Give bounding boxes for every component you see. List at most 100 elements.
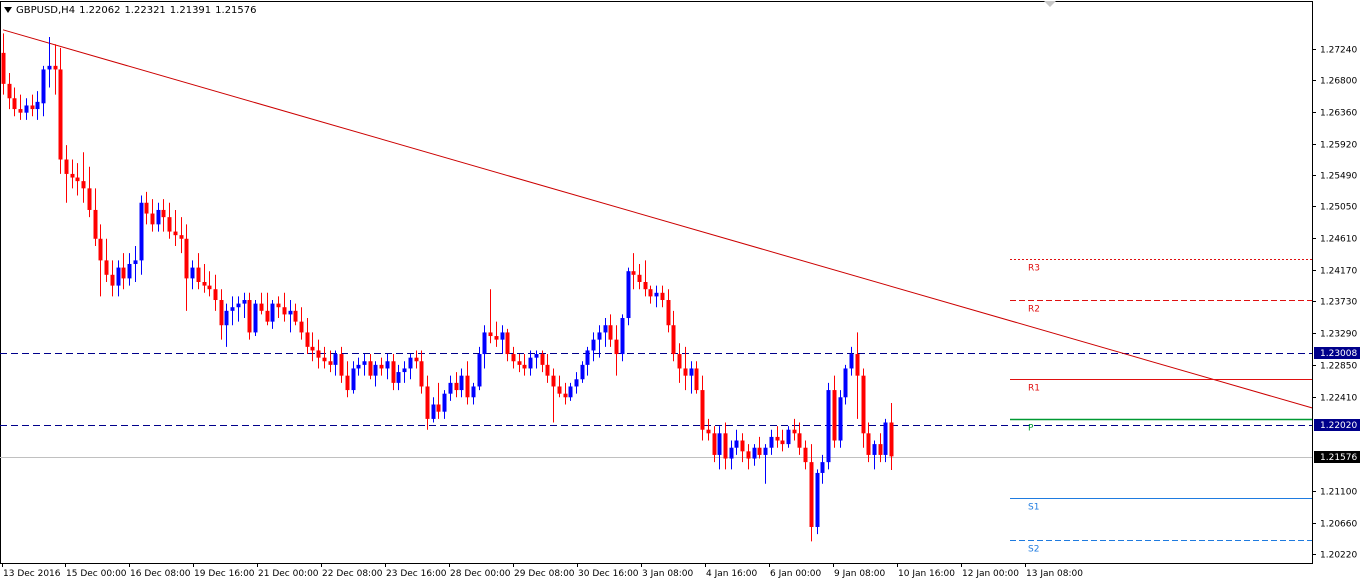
candle-body[interactable]	[534, 354, 539, 358]
candle-body[interactable]	[540, 354, 545, 365]
candle-body[interactable]	[620, 318, 625, 355]
candle-body[interactable]	[585, 350, 590, 365]
candle-body[interactable]	[288, 310, 293, 315]
candle-body[interactable]	[356, 364, 361, 369]
candle-body[interactable]	[803, 447, 808, 463]
candle-body[interactable]	[259, 303, 264, 311]
candle-body[interactable]	[838, 397, 843, 441]
candle-body[interactable]	[471, 386, 476, 398]
candle-body[interactable]	[729, 447, 734, 459]
candle-body[interactable]	[855, 354, 860, 376]
candle-body[interactable]	[603, 325, 608, 333]
candle-body[interactable]	[843, 368, 848, 398]
candle-body[interactable]	[219, 300, 224, 326]
candle-body[interactable]	[459, 375, 464, 391]
candle-body[interactable]	[81, 181, 86, 189]
candle-body[interactable]	[133, 260, 138, 264]
scroll-shift-icon[interactable]	[1044, 1, 1056, 7]
candle-body[interactable]	[379, 364, 384, 369]
candle-body[interactable]	[431, 404, 436, 419]
candle-body[interactable]	[654, 292, 659, 297]
candle-body[interactable]	[436, 404, 441, 412]
candle-body[interactable]	[482, 332, 487, 355]
candle-body[interactable]	[167, 217, 172, 232]
candle-body[interactable]	[419, 361, 424, 387]
candle-body[interactable]	[425, 386, 430, 419]
candle-body[interactable]	[797, 433, 802, 448]
candle-body[interactable]	[362, 361, 367, 365]
candle-body[interactable]	[500, 332, 505, 340]
candle-body[interactable]	[98, 238, 103, 261]
candle-body[interactable]	[660, 292, 665, 301]
candle-body[interactable]	[631, 271, 636, 275]
candle-body[interactable]	[694, 368, 699, 391]
chevron-down-icon[interactable]	[4, 7, 12, 13]
candle-body[interactable]	[305, 332, 310, 347]
candle-body[interactable]	[878, 444, 883, 455]
candle-body[interactable]	[345, 375, 350, 391]
candle-body[interactable]	[402, 368, 407, 373]
candle-body[interactable]	[139, 202, 144, 261]
candle-body[interactable]	[47, 65, 52, 70]
candle-body[interactable]	[866, 433, 871, 455]
candle-body[interactable]	[608, 325, 613, 340]
candle-body[interactable]	[861, 375, 866, 434]
candle-body[interactable]	[763, 447, 768, 455]
candle-body[interactable]	[580, 364, 585, 380]
candle-body[interactable]	[488, 332, 493, 337]
candle-body[interactable]	[373, 364, 378, 376]
candle-body[interactable]	[494, 336, 499, 340]
trendline[interactable]	[2, 29, 1313, 409]
candle-body[interactable]	[522, 364, 527, 369]
candle-body[interactable]	[156, 209, 161, 225]
candle-body[interactable]	[7, 83, 12, 99]
candle-body[interactable]	[408, 357, 413, 369]
candle-body[interactable]	[265, 310, 270, 322]
candle-body[interactable]	[179, 235, 184, 239]
candle-body[interactable]	[41, 69, 46, 104]
candle-body[interactable]	[116, 267, 121, 286]
candle-body[interactable]	[757, 447, 762, 455]
candle-body[interactable]	[322, 357, 327, 362]
candle-body[interactable]	[820, 462, 825, 473]
candle-body[interactable]	[75, 177, 80, 182]
candle-body[interactable]	[786, 429, 791, 445]
candle-body[interactable]	[58, 69, 63, 160]
candle-body[interactable]	[351, 368, 356, 391]
candle-body[interactable]	[224, 310, 229, 326]
candle-body[interactable]	[173, 231, 178, 236]
candle-body[interactable]	[666, 300, 671, 326]
candle-body[interactable]	[683, 368, 688, 376]
candle-body[interactable]	[752, 447, 757, 459]
candle-body[interactable]	[872, 444, 877, 455]
candle-body[interactable]	[184, 238, 189, 279]
candle-body[interactable]	[740, 440, 745, 452]
candle-body[interactable]	[293, 310, 298, 322]
candle-body[interactable]	[385, 361, 390, 369]
candle-body[interactable]	[769, 436, 774, 448]
candle-body[interactable]	[230, 307, 235, 311]
candle-body[interactable]	[316, 350, 321, 358]
candle-body[interactable]	[30, 105, 35, 110]
candle-body[interactable]	[150, 213, 155, 225]
candle-body[interactable]	[24, 105, 29, 113]
candle-body[interactable]	[557, 386, 562, 394]
candle-body[interactable]	[511, 354, 516, 362]
candle-body[interactable]	[207, 285, 212, 290]
candle-body[interactable]	[242, 300, 247, 304]
candle-body[interactable]	[270, 303, 275, 322]
candle-body[interactable]	[643, 282, 648, 290]
candle-body[interactable]	[700, 390, 705, 430]
candle-body[interactable]	[671, 325, 676, 355]
candle-body[interactable]	[545, 364, 550, 376]
candle-body[interactable]	[826, 390, 831, 463]
candle-body[interactable]	[717, 433, 722, 455]
candle-body[interactable]	[832, 390, 837, 441]
candle-body[interactable]	[648, 289, 653, 297]
candle-body[interactable]	[93, 209, 98, 239]
candle-body[interactable]	[454, 382, 459, 391]
candle-body[interactable]	[517, 361, 522, 365]
candle-body[interactable]	[505, 332, 510, 355]
candle-body[interactable]	[614, 339, 619, 355]
